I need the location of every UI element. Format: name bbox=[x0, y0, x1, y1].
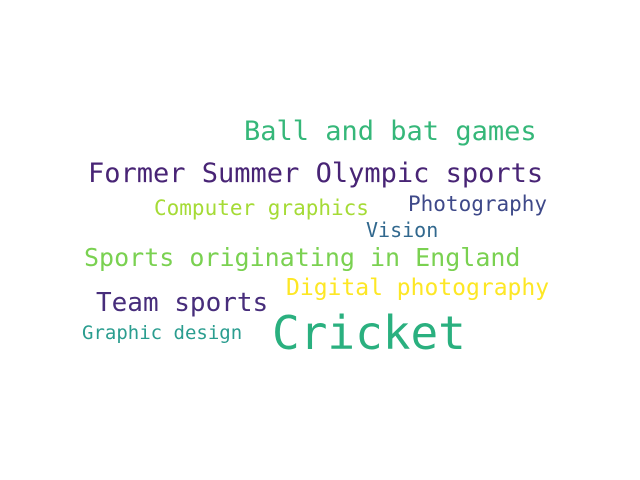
word-digital-photography: Digital photography bbox=[286, 275, 550, 301]
word-team-sports: Team sports bbox=[96, 288, 269, 318]
word-computer-graphics: Computer graphics bbox=[154, 196, 369, 220]
word-vision: Vision bbox=[366, 218, 439, 242]
word-ball-and-bat-games: Ball and bat games bbox=[244, 116, 537, 147]
word-former-summer-olympic-sports: Former Summer Olympic sports bbox=[88, 158, 544, 189]
word-graphic-design: Graphic design bbox=[82, 322, 243, 344]
word-sports-originating-in-england: Sports originating in England bbox=[84, 243, 521, 272]
word-photography: Photography bbox=[408, 192, 548, 216]
word-cricket: Cricket bbox=[272, 306, 466, 360]
